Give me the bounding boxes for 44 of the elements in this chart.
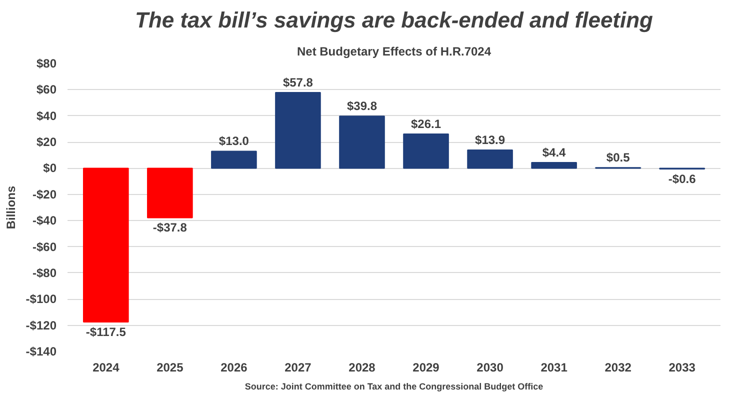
y-tick-label: $20: [36, 135, 57, 150]
y-tick-label: -$60: [32, 240, 57, 254]
x-tick-label: 2028: [348, 360, 376, 374]
x-tick-label: 2032: [604, 360, 632, 374]
bar: [275, 92, 321, 169]
y-tick-label: $80: [36, 56, 57, 70]
y-tick-label: $40: [36, 108, 57, 123]
y-tick-label: -$140: [26, 344, 57, 358]
x-tick-label: 2026: [220, 360, 248, 374]
chart-title: The tax bill’s savings are back-ended and fleeting: [135, 8, 654, 32]
data-label: $39.8: [346, 99, 378, 114]
data-label: $4.4: [542, 145, 566, 160]
bar: [147, 168, 193, 218]
bar: [339, 116, 385, 169]
x-tick-label: 2033: [668, 360, 696, 374]
y-tick-label: -$100: [26, 292, 57, 306]
x-tick-label: 2030: [476, 360, 504, 374]
x-tick-label: 2027: [284, 360, 312, 374]
x-tick-label: 2029: [412, 360, 440, 374]
data-label: $13.0: [218, 134, 250, 148]
data-label: $26.1: [410, 117, 442, 132]
data-label: $57.8: [282, 76, 314, 90]
x-tick-label: 2031: [540, 360, 568, 374]
chart-subtitle: Net Budgetary Effects of H.R.7024: [296, 44, 492, 58]
y-tick-label: -$120: [26, 318, 57, 332]
data-label: -$117.5: [86, 325, 126, 340]
bar: [211, 150, 257, 169]
y-tick-label: -$40: [32, 214, 57, 228]
source-note: Source: Joint Committee on Tax and the Congressional Budget Office: [244, 382, 544, 392]
data-label: $0.5: [606, 150, 630, 165]
bar: [403, 134, 449, 169]
bar: [467, 150, 513, 169]
y-tick-label: $0: [43, 161, 57, 176]
y-tick-label: $60: [36, 82, 57, 97]
y-tick-label: -$80: [32, 266, 57, 280]
y-tick-label: -$20: [32, 187, 57, 202]
y-axis-title: Billions: [4, 186, 18, 230]
data-label: $13.9: [475, 133, 506, 148]
x-tick-label: 2024: [92, 360, 120, 374]
bar: [83, 168, 129, 323]
data-label: -$37.8: [152, 220, 188, 235]
bar: [531, 162, 577, 169]
x-tick-label: 2025: [156, 360, 184, 374]
data-label: -$0.6: [668, 172, 696, 186]
